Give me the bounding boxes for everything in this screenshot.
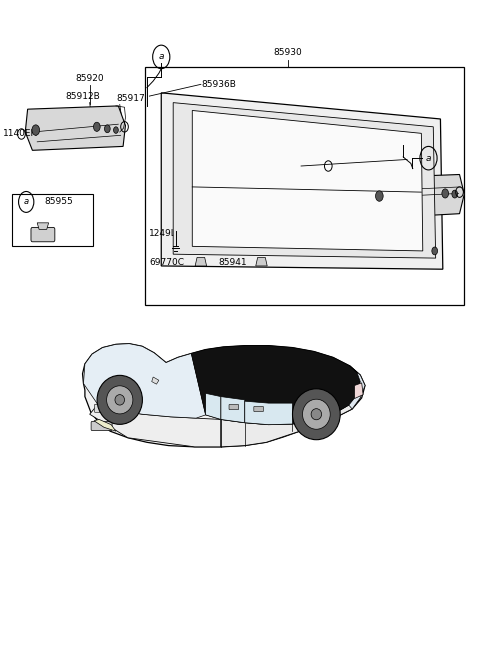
Polygon shape [173, 102, 436, 258]
Text: 85936B: 85936B [202, 80, 237, 89]
Ellipse shape [302, 400, 330, 429]
Circle shape [32, 125, 39, 135]
Circle shape [442, 189, 448, 198]
Ellipse shape [115, 395, 124, 405]
FancyBboxPatch shape [31, 228, 55, 242]
Polygon shape [152, 377, 159, 384]
Circle shape [94, 122, 100, 131]
Text: 85930: 85930 [273, 48, 302, 57]
Polygon shape [84, 344, 205, 418]
Text: 85910: 85910 [402, 185, 431, 194]
Circle shape [105, 125, 110, 133]
Text: 85912B: 85912B [65, 92, 100, 100]
Ellipse shape [311, 409, 322, 420]
Polygon shape [245, 401, 292, 424]
Polygon shape [94, 419, 116, 431]
Text: 85936B: 85936B [303, 161, 338, 171]
Polygon shape [349, 366, 365, 409]
Text: 85941: 85941 [218, 258, 247, 267]
Text: 85912B: 85912B [374, 176, 409, 186]
Text: 85955: 85955 [44, 197, 73, 207]
FancyBboxPatch shape [95, 405, 110, 412]
Text: 85917: 85917 [116, 94, 144, 102]
Text: 85917: 85917 [406, 176, 434, 186]
FancyBboxPatch shape [254, 406, 264, 411]
FancyBboxPatch shape [229, 405, 239, 409]
Ellipse shape [97, 375, 143, 424]
Polygon shape [90, 405, 221, 447]
Text: 1249LB: 1249LB [149, 229, 183, 237]
Text: 1140EH: 1140EH [331, 159, 366, 168]
Polygon shape [355, 383, 363, 399]
Circle shape [432, 247, 438, 255]
Text: 69770C: 69770C [149, 258, 184, 267]
Polygon shape [25, 106, 125, 150]
Polygon shape [192, 346, 360, 424]
Ellipse shape [107, 386, 133, 414]
Circle shape [375, 191, 383, 201]
Polygon shape [192, 110, 423, 251]
Text: a: a [158, 52, 164, 62]
Circle shape [114, 127, 118, 133]
Polygon shape [37, 223, 48, 230]
Text: 85920: 85920 [75, 74, 104, 83]
Polygon shape [221, 397, 245, 422]
Text: 1140EH: 1140EH [3, 129, 38, 138]
Polygon shape [221, 394, 360, 447]
Polygon shape [372, 174, 464, 218]
Circle shape [452, 190, 457, 198]
FancyBboxPatch shape [91, 421, 112, 430]
Polygon shape [83, 344, 365, 447]
Polygon shape [256, 257, 267, 266]
Polygon shape [195, 257, 206, 266]
Text: a: a [24, 197, 29, 207]
Polygon shape [161, 93, 443, 269]
Ellipse shape [292, 389, 340, 440]
Text: a: a [426, 154, 431, 163]
Polygon shape [205, 394, 221, 419]
